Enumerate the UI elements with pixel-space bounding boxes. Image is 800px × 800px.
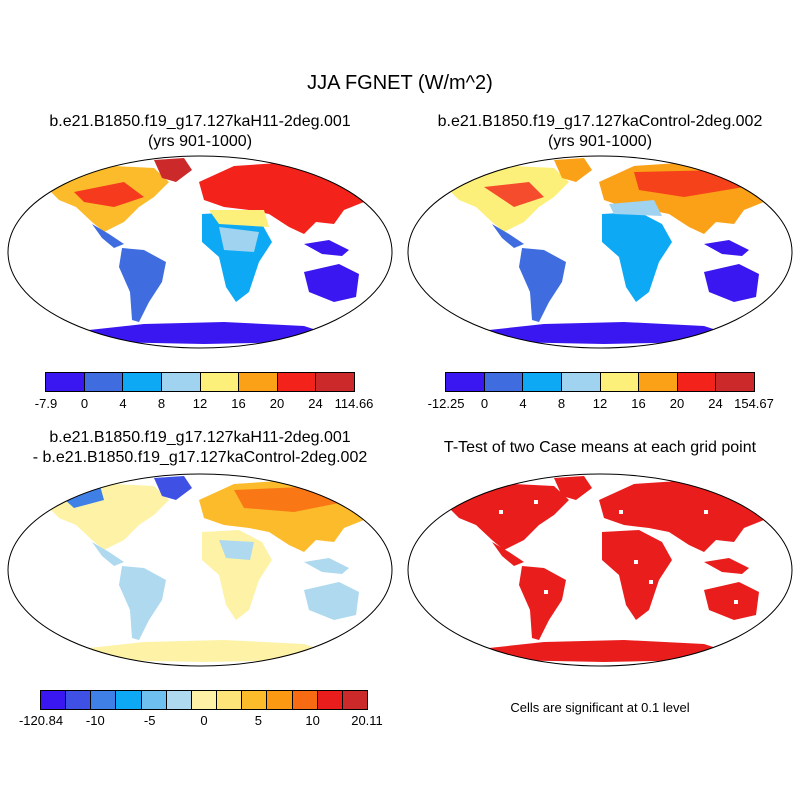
colorbar-box [123,373,162,391]
colorbar-label: 16 [231,396,246,411]
colorbar-box [292,691,318,709]
map-panel-top-left [7,155,393,349]
panel-title-line1: b.e21.B1850.f19_g17.127kaH11-2deg.001 [49,113,351,130]
colorbar-box [716,373,754,391]
colorbar-label: -10 [85,713,105,728]
colorbar-box [677,373,717,391]
colorbar-box [46,373,85,391]
panel-title-line2: (yrs 901-1000) [547,133,653,150]
colorbar-label: 5 [254,713,262,728]
colorbar-label: 114.66 [334,396,374,411]
colorbar-label: 8 [557,396,566,411]
colorbar-box [41,691,67,709]
panel-title-top-left: b.e21.B1850.f19_g17.127kaH11-2deg.001 (y… [4,112,396,152]
panel-title-line2: - b.e21.B1850.f19_g17.127kaControl-2deg.… [32,449,368,466]
colorbar-top-right [445,372,755,392]
colorbar-label: 4 [119,396,127,411]
map-panel-bottom-left [7,473,393,667]
colorbar-label: -7.9 [34,396,58,411]
colorbar-box [239,373,278,391]
colorbar-box [161,373,201,391]
colorbar-box [242,691,268,709]
colorbar-label: 0 [480,396,489,411]
colorbar-box [342,691,368,709]
colorbar-label: 20 [269,396,285,411]
colorbar-label: 0 [80,396,89,411]
colorbar-box [66,691,92,709]
colorbar-box [277,373,317,391]
colorbar-label: 8 [157,396,166,411]
colorbar-box [267,691,293,709]
colorbar-box [446,373,485,391]
colorbar-box [600,373,640,391]
colorbar-label: 20.11 [351,713,383,728]
colorbar-box [316,373,354,391]
figure-title: JJA FGNET (W/m^2) [307,72,493,94]
colorbar-label: 20 [669,396,685,411]
panel-title-line1: b.e21.B1850.f19_g17.127kaH11-2deg.001 [49,429,351,446]
colorbar-box [484,373,524,391]
colorbar-box [217,691,243,709]
colorbar-box [191,691,218,709]
colorbar-label: 0 [200,713,208,728]
colorbar-box [91,691,117,709]
colorbar-label: 12 [192,396,208,411]
colorbar-label: 154.67 [734,396,774,411]
colorbar-box [141,691,167,709]
map-panel-bottom-right [407,473,793,667]
colorbar-box [166,691,192,709]
colorbar-box [84,373,124,391]
panel-title-line1: b.e21.B1850.f19_g17.127kaControl-2deg.00… [437,113,763,130]
significance-note: Cells are significant at 0.1 level [510,700,690,715]
colorbar-box [523,373,562,391]
colorbar-label: 10 [305,713,320,728]
colorbar-box [639,373,678,391]
colorbar-box [116,691,142,709]
colorbar-label: -5 [143,713,156,728]
colorbar-label: 24 [308,396,323,411]
colorbar-label: -120.84 [18,713,64,728]
colorbar-label: 24 [708,396,723,411]
colorbar-label: 4 [519,396,527,411]
colorbar-label: -12.25 [427,396,465,411]
panel-title-top-right: b.e21.B1850.f19_g17.127kaControl-2deg.00… [404,112,796,152]
colorbar-label: 12 [592,396,608,411]
colorbar-label: 16 [631,396,646,411]
colorbar-bottom-left [40,690,368,710]
map-panel-top-right [407,155,793,349]
panel-title-line2: (yrs 901-1000) [147,133,253,150]
panel-title-bottom-left: b.e21.B1850.f19_g17.127kaH11-2deg.001 - … [4,428,396,468]
panel-title-bottom-right: T-Test of two Case means at each grid po… [404,438,796,458]
colorbar-top-left [45,372,355,392]
colorbar-box [561,373,601,391]
panel-title-line1: T-Test of two Case means at each grid po… [443,439,757,456]
colorbar-box [200,373,240,391]
colorbar-box [317,691,343,709]
